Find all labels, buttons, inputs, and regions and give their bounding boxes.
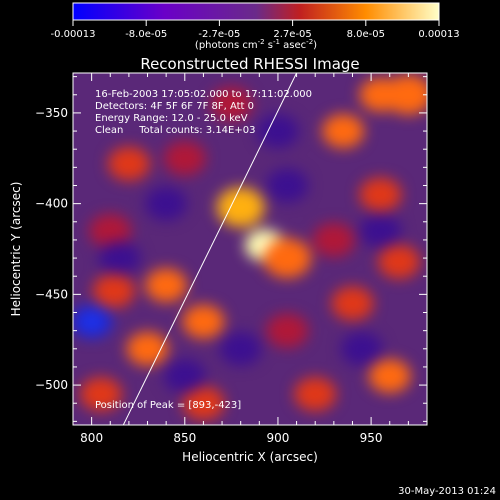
heat-blob xyxy=(266,313,309,348)
heat-blob xyxy=(359,177,402,212)
colorbar-tick-label: -0.00013 xyxy=(51,29,96,40)
heat-blob xyxy=(163,359,206,394)
cold-core xyxy=(82,314,101,329)
y-axis-label: Heliocentric Y (arcsec) xyxy=(9,182,23,317)
heat-blob xyxy=(322,114,365,149)
y-tick-label: −500 xyxy=(35,378,68,392)
colorbar-tick-label: 2.7e-05 xyxy=(273,29,311,40)
heat-blob xyxy=(182,386,225,421)
y-tick-label: −450 xyxy=(35,287,68,301)
heat-blob xyxy=(216,187,265,228)
colorbar-ticks: -0.00013 -8.0e-05 -2.7e-05 2.7e-05 8.0e-05 0.… xyxy=(51,20,460,40)
solar-limb-line xyxy=(122,73,298,425)
colorbar-unit-label: (photons cm-2 s-1 asec-2) xyxy=(195,38,317,51)
axis-ticks: 800 850 900 950 −350 −400 −450 −500 xyxy=(35,73,428,445)
heat-blob xyxy=(263,238,312,279)
plot-image xyxy=(73,73,427,425)
y-tick-label: −400 xyxy=(35,197,68,211)
colorbar-tick-label: -2.7e-05 xyxy=(198,29,240,40)
annotation-energy: Energy Range: 12.0 - 25.0 keV xyxy=(95,113,248,124)
heat-blob xyxy=(163,141,206,176)
heat-blob xyxy=(266,168,309,203)
heat-blob xyxy=(378,244,421,279)
footer-date: 30-May-2013 01:24 xyxy=(398,486,496,497)
x-tick-label: 950 xyxy=(360,431,383,445)
heat-blob xyxy=(210,86,253,121)
x-tick-label: 900 xyxy=(266,431,289,445)
colorbar xyxy=(72,2,440,21)
heat-blob xyxy=(98,241,141,276)
heat-blob xyxy=(107,146,150,181)
heat-blob xyxy=(145,268,188,303)
annotation-time: 16-Feb-2003 17:05:02.000 to 17:11:02.000 xyxy=(95,89,312,100)
heat-blob xyxy=(92,273,135,308)
heat-blob xyxy=(368,359,411,394)
colorbar-tick-label: -8.0e-05 xyxy=(125,29,167,40)
heat-blob xyxy=(256,114,299,149)
annotation-clean-counts: Clean Total counts: 3.14E+03 xyxy=(95,125,255,136)
heat-blob xyxy=(145,186,188,221)
heat-blob xyxy=(219,331,262,366)
heat-blob xyxy=(340,331,383,366)
annotation-detectors: Detectors: 4F 5F 6F 7F 8F, Att 0 xyxy=(95,101,254,112)
heat-blob xyxy=(89,213,132,248)
heat-blob xyxy=(126,331,169,366)
x-tick-label: 850 xyxy=(173,431,196,445)
chart-title: Reconstructed RHESSI Image xyxy=(140,55,359,73)
y-tick-label: −350 xyxy=(35,106,68,120)
colorbar-tick-label: 8.0e-05 xyxy=(347,29,385,40)
heat-blob xyxy=(294,377,337,412)
x-axis-label: Heliocentric X (arcsec) xyxy=(182,450,318,464)
plot-frame xyxy=(72,72,428,426)
heat-blob xyxy=(331,286,374,321)
colorbar-tick-label: 0.00013 xyxy=(418,29,459,40)
heat-blob xyxy=(359,213,402,248)
heat-blob xyxy=(359,77,402,112)
x-tick-label: 800 xyxy=(80,431,103,445)
heat-blob xyxy=(312,222,355,257)
peak-position-label: Position of Peak = [893,-423] xyxy=(95,400,241,411)
heat-blob xyxy=(79,377,122,412)
heat-blob xyxy=(182,304,225,339)
